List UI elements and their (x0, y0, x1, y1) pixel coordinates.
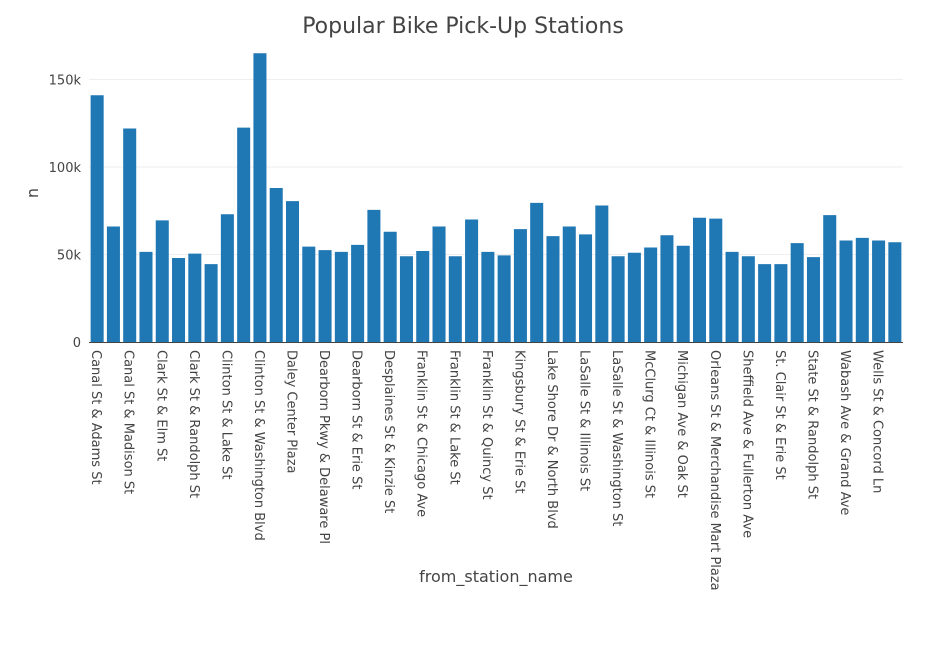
bar (351, 244, 365, 342)
bar (676, 245, 690, 342)
x-tick-label: Franklin St & Chicago Ave (414, 350, 429, 517)
x-tick-label: Clark St & Elm St (153, 350, 168, 461)
x-tick-label: Clinton St & Washington Blvd (251, 350, 266, 541)
bar (269, 188, 283, 342)
bar (872, 240, 886, 342)
bar (399, 256, 413, 342)
bar (237, 127, 251, 342)
bar (285, 201, 300, 342)
bar (774, 264, 788, 342)
bar (334, 251, 348, 342)
bar (155, 220, 169, 342)
x-tick-label: Wells St & Concord Ln (870, 350, 885, 493)
x-tick-label: State St & Randolph St (804, 350, 819, 499)
bar (644, 247, 658, 342)
x-tick-label: Canal St & Madison St (121, 350, 136, 494)
bar (106, 226, 120, 342)
bar (123, 128, 137, 342)
bar (806, 257, 820, 342)
x-tick-label: Canal St & Adams St (88, 350, 103, 485)
x-tick-label: McClurg Ct & Illinois St (642, 350, 657, 498)
x-tick-label: Clinton St & Lake St (218, 350, 233, 479)
bar (497, 255, 511, 342)
bar (383, 231, 397, 342)
bar (790, 243, 804, 342)
bar (139, 251, 153, 342)
bar (579, 234, 593, 342)
chart-title: Popular Bike Pick-Up Stations (302, 14, 624, 39)
bar (562, 226, 576, 342)
y-tick-label: 150k (49, 74, 82, 89)
bar (302, 246, 316, 342)
bar (839, 240, 853, 342)
bar (611, 256, 625, 342)
x-tick-label: Orleans St & Merchandise Mart Plaza (707, 350, 722, 591)
bar (481, 251, 495, 342)
x-tick-label: St. Clair St & Erie St (772, 350, 787, 480)
y-tick-label: 50k (57, 249, 82, 264)
y-tick-labels: 0 50k 100k 150k (49, 74, 82, 352)
x-tick-label: Daley Center Plaza (284, 350, 299, 474)
x-tick-label: Wabash Ave & Grand Ave (837, 350, 852, 515)
bar (758, 264, 772, 342)
bar (530, 202, 544, 342)
x-tick-label: LaSalle St & Washington St (609, 350, 624, 526)
y-tick-label: 0 (73, 336, 81, 351)
x-tick-labels: Canal St & Adams St Canal St & Madison St… (88, 350, 884, 591)
bar (725, 251, 739, 342)
bar (627, 252, 641, 342)
bar (318, 250, 332, 342)
bar (513, 229, 527, 342)
x-tick-label: Desplaines St & Kinzie St (381, 350, 396, 513)
y-tick-label: 100k (49, 161, 82, 176)
x-tick-label: Sheffield Ave & Fullerton Ave (739, 350, 754, 538)
x-tick-label: Franklin St & Lake St (446, 350, 461, 485)
x-tick-label: Dearborn St & Erie St (349, 350, 364, 489)
bar (546, 236, 560, 342)
bar (660, 235, 674, 342)
bar (172, 258, 186, 342)
x-tick-label: Clark St & Randolph St (186, 350, 201, 498)
x-tick-label: LaSalle St & Illinois St (577, 350, 592, 491)
x-axis-title: from_station_name (419, 567, 573, 587)
x-tick-label: Dearborn Pkwy & Delaware Pl (316, 350, 331, 544)
bar (692, 217, 707, 342)
gridlines (89, 79, 903, 255)
bar (188, 253, 202, 342)
x-tick-label: Lake Shore Dr & North Blvd (544, 350, 559, 529)
bar (220, 214, 234, 342)
bar (741, 256, 755, 342)
bar (448, 256, 462, 342)
bar (90, 95, 104, 342)
x-tick-label: Michigan Ave & Oak St (674, 350, 689, 498)
x-tick-label: Franklin St & Quincy St (479, 350, 494, 500)
bar (823, 215, 837, 342)
bar (595, 205, 609, 342)
x-tick-label: Kingsbury St & Erie St (511, 350, 526, 493)
bar (253, 53, 267, 342)
bar (888, 242, 902, 342)
bar (855, 237, 869, 342)
bar (416, 251, 430, 342)
bar (367, 209, 381, 342)
bar (709, 218, 723, 342)
y-axis-title: n (23, 188, 42, 198)
bar (432, 226, 446, 342)
bars (90, 53, 902, 342)
bar (465, 219, 479, 342)
bar (204, 264, 218, 342)
